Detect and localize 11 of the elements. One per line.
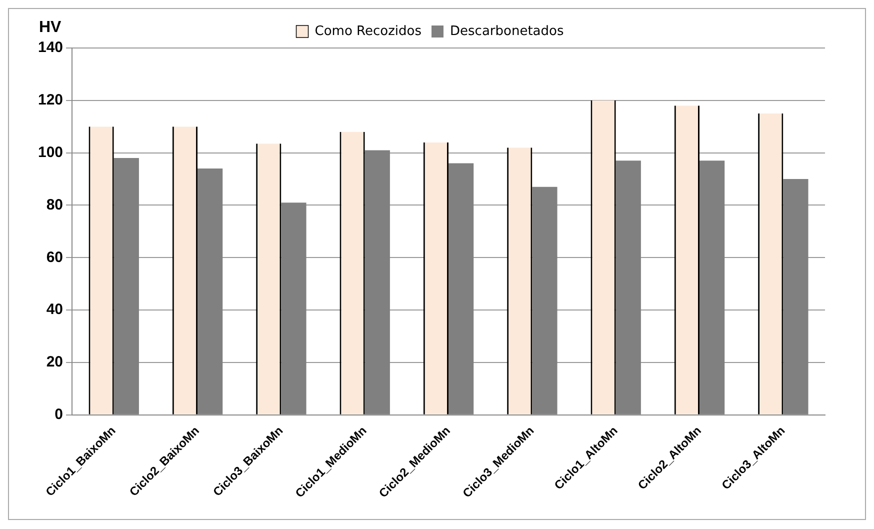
legend-label: Como Recozidos <box>314 24 422 39</box>
y-tick-label: 80 <box>46 196 64 214</box>
y-tick-label: 60 <box>46 248 64 266</box>
y-axis-title: HV <box>39 19 62 37</box>
legend-label: Descarbonetados <box>450 24 564 39</box>
y-tick-label: 20 <box>46 354 64 371</box>
y-tick-label: 100 <box>38 144 64 161</box>
y-tick-label: 120 <box>38 92 64 109</box>
y-tick-label: 140 <box>38 39 64 56</box>
y-tick-label: 0 <box>54 406 64 424</box>
y-tick-label: 40 <box>46 301 64 318</box>
